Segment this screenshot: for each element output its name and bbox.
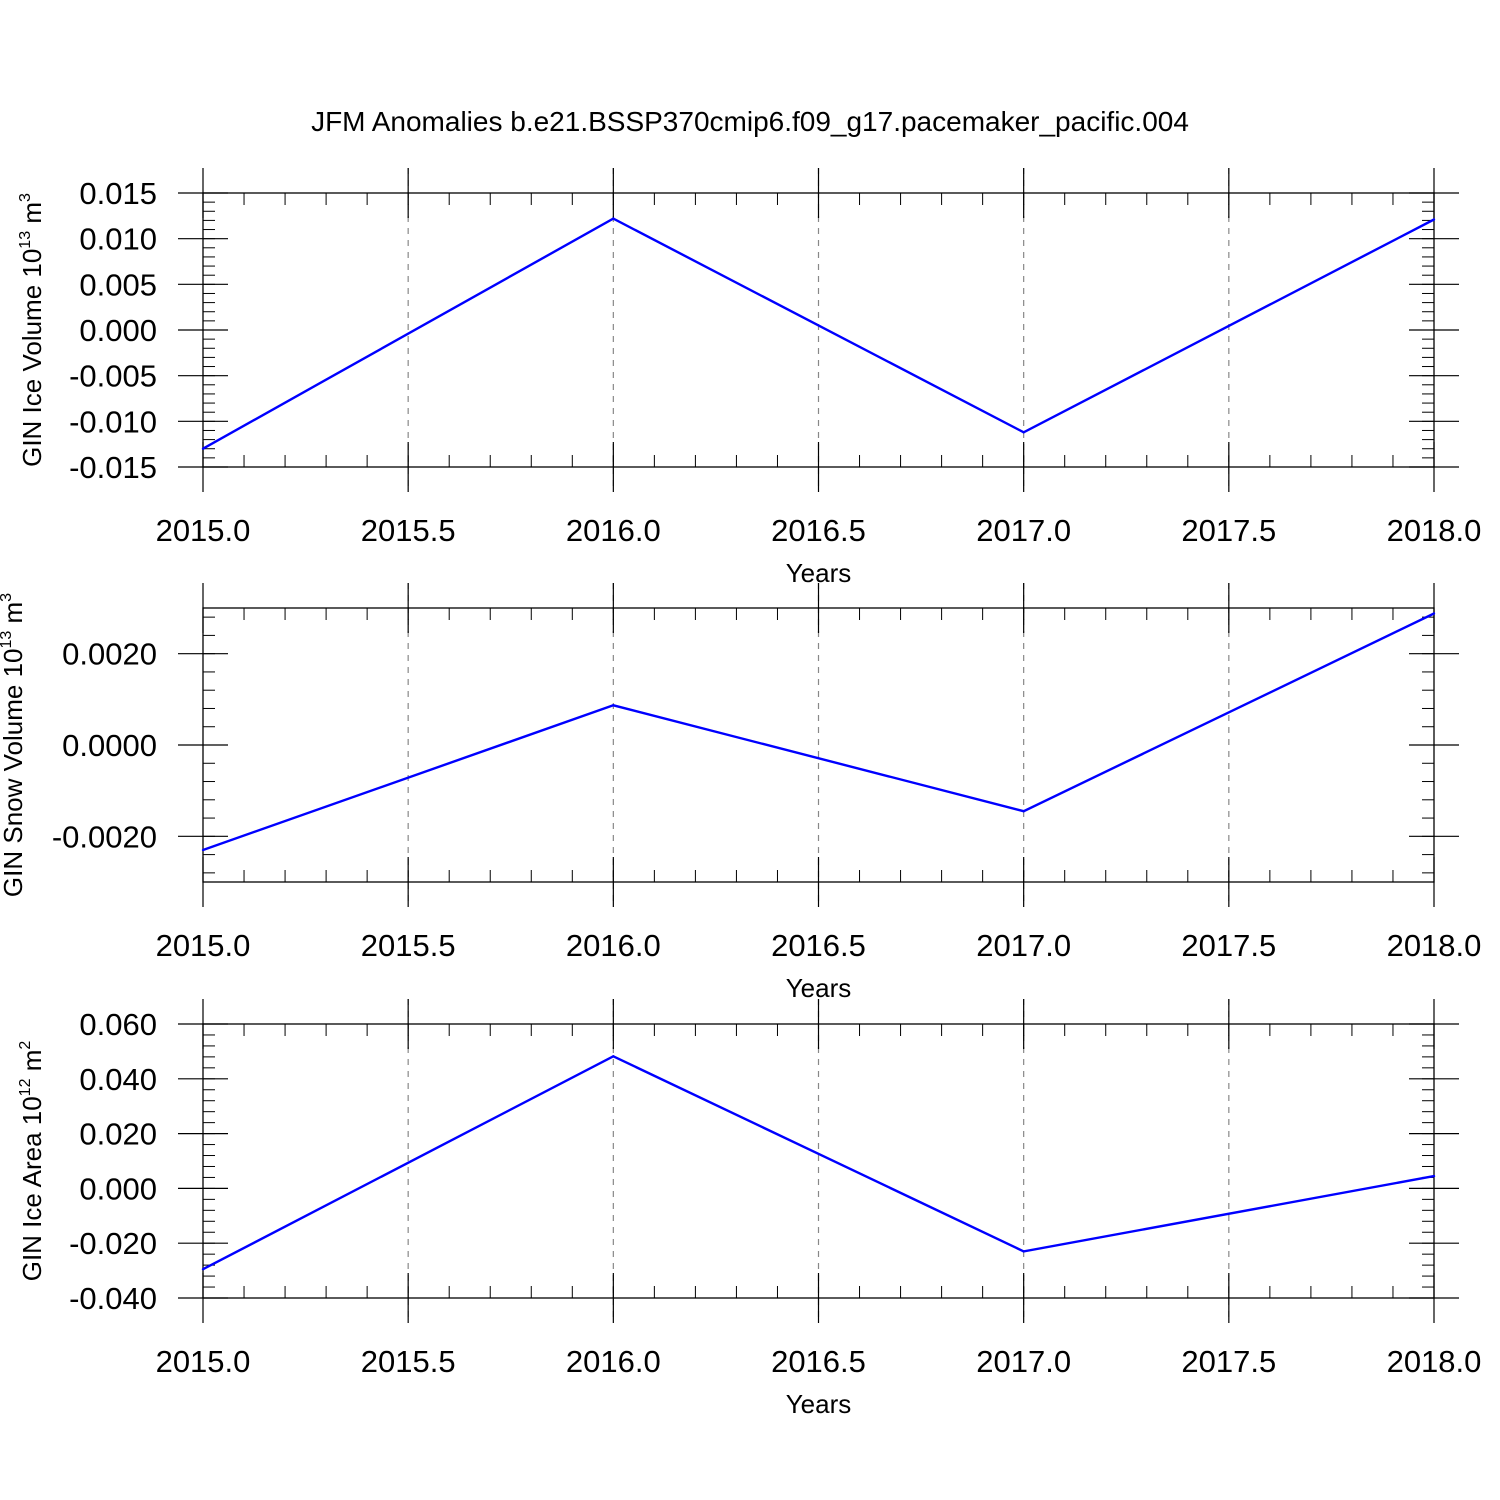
- x-tick-label: 2015.5: [361, 928, 456, 963]
- data-point: [1432, 612, 1436, 615]
- y-tick-label: -0.040: [69, 1281, 157, 1316]
- y-tick-label: 0.000: [79, 1171, 157, 1206]
- x-tick-label: 2018.0: [1387, 1344, 1482, 1379]
- y-tick-label: 0.015: [79, 176, 157, 211]
- x-tick-label: 2015.0: [156, 1344, 251, 1379]
- series-line: [202, 1054, 1435, 1271]
- y-tick-label: -0.0020: [52, 819, 157, 854]
- chart-title: JFM Anomalies b.e21.BSSP370cmip6.f09_g17…: [311, 106, 1189, 137]
- x-tick-label: 2015.0: [156, 928, 251, 963]
- data-point: [1022, 1250, 1025, 1253]
- panel-2: 2015.0 2015.5 2016.0 2016.5 2017.0 2017.5 2018…: [0, 583, 1481, 1003]
- data-point: [201, 848, 205, 852]
- x-tick-label: 2017.0: [976, 928, 1071, 963]
- y-tick-label: 0.000: [79, 313, 157, 348]
- data-point: [612, 217, 615, 220]
- y-axis-label: GIN Snow Volume 1013 m3: [0, 593, 28, 897]
- x-tick-label: 2017.5: [1181, 1344, 1276, 1379]
- x-tick-label: 2017.0: [976, 513, 1071, 548]
- data-point: [201, 447, 205, 450]
- data-point: [1432, 1174, 1436, 1178]
- x-tick-label: 2016.5: [771, 1344, 866, 1379]
- data-point: [201, 1268, 205, 1271]
- y-tick-label: 0.0020: [62, 637, 157, 672]
- x-tick-label: 2017.5: [1181, 513, 1276, 548]
- y-tick-label: 0.0000: [62, 728, 157, 763]
- x-tick-label: 2017.5: [1181, 928, 1276, 963]
- y-tick-label: -0.005: [69, 359, 157, 394]
- y-tick-label: -0.020: [69, 1226, 157, 1261]
- x-tick-label: 2016.5: [771, 928, 866, 963]
- y-tick-label: 0.040: [79, 1062, 157, 1097]
- x-tick-label: 2015.5: [361, 513, 456, 548]
- series-line: [202, 612, 1435, 852]
- x-tick-label: 2016.0: [566, 513, 661, 548]
- x-tick-label: 2018.0: [1387, 513, 1482, 548]
- y-tick-label: 0.005: [79, 267, 157, 302]
- y-axis-label: GIN Ice Area 1012 m2: [17, 1041, 47, 1282]
- y-axis-label: GIN Ice Volume 1013 m3: [17, 193, 47, 467]
- x-tick-label: 2015.0: [156, 513, 251, 548]
- data-point: [1022, 810, 1025, 813]
- x-tick-label: 2018.0: [1387, 928, 1482, 963]
- panels: 2015.0 2015.5 2016.0 2016.5 2017.0 2017.5 2018…: [0, 168, 1481, 1419]
- x-tick-label: 2017.0: [976, 1344, 1071, 1379]
- x-tick-label: 2016.0: [566, 928, 661, 963]
- panel-1: 2015.0 2015.5 2016.0 2016.5 2017.0 2017.5 2018…: [17, 168, 1481, 588]
- data-point: [612, 1055, 615, 1058]
- y-tick-label: 0.010: [79, 222, 157, 257]
- y-tick-label: -0.015: [69, 450, 157, 485]
- series-line: [202, 217, 1435, 450]
- y-tick-label: -0.010: [69, 404, 157, 439]
- panel-3: 2015.0 2015.5 2016.0 2016.5 2017.0 2017.5 2018…: [17, 999, 1481, 1419]
- x-tick-label: 2015.5: [361, 1344, 456, 1379]
- x-tick-label: 2016.0: [566, 1344, 661, 1379]
- data-point: [1432, 218, 1436, 221]
- data-point: [1022, 431, 1025, 434]
- x-tick-label: 2016.5: [771, 513, 866, 548]
- x-axis-label: Years: [786, 1389, 852, 1419]
- data-point: [612, 704, 615, 707]
- y-tick-label: 0.020: [79, 1117, 157, 1152]
- y-tick-label: 0.060: [79, 1007, 157, 1042]
- x-axis-label: Years: [786, 973, 852, 1003]
